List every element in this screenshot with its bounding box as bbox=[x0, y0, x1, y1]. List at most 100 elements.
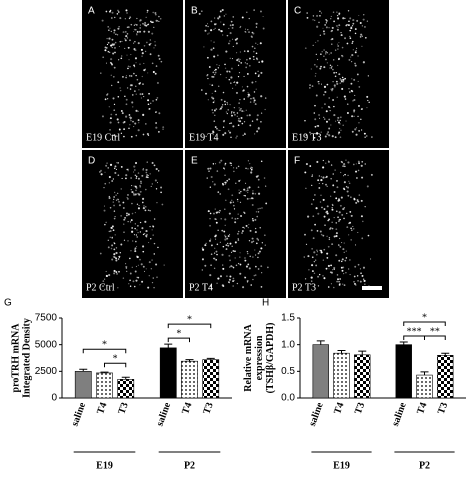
speckle bbox=[256, 118, 259, 121]
speckle bbox=[245, 182, 247, 184]
x-tick-label: T4 bbox=[180, 401, 194, 416]
speckle bbox=[105, 62, 107, 64]
speckle bbox=[145, 230, 148, 233]
speckle bbox=[162, 126, 165, 129]
speckle bbox=[149, 39, 151, 41]
speckle bbox=[207, 25, 209, 28]
speckle bbox=[125, 267, 128, 269]
y-axis-label-line: Relative mRNA bbox=[243, 323, 254, 391]
speckle bbox=[145, 233, 148, 236]
speckle bbox=[332, 173, 335, 175]
speckle bbox=[250, 197, 254, 200]
speckle bbox=[131, 94, 134, 96]
speckle bbox=[254, 274, 257, 276]
speckle bbox=[121, 55, 123, 57]
speckle bbox=[366, 95, 369, 98]
speckle bbox=[353, 115, 355, 117]
speckle bbox=[118, 204, 121, 207]
speckle bbox=[139, 27, 141, 29]
speckle bbox=[135, 279, 138, 282]
speckle bbox=[316, 254, 318, 256]
speckle bbox=[107, 29, 110, 32]
speckle bbox=[364, 26, 366, 28]
speckle bbox=[109, 206, 112, 209]
speckle bbox=[323, 85, 327, 88]
speckle bbox=[135, 234, 138, 236]
speckle bbox=[132, 192, 135, 195]
speckle bbox=[204, 264, 207, 267]
speckle bbox=[357, 169, 360, 172]
speckle bbox=[152, 100, 154, 102]
speckle bbox=[221, 104, 224, 106]
speckle bbox=[225, 111, 227, 113]
group-label: P2 bbox=[184, 460, 195, 471]
speckle bbox=[151, 32, 154, 35]
speckle bbox=[249, 57, 251, 60]
speckle bbox=[226, 237, 229, 240]
speckle bbox=[110, 226, 113, 229]
speckle bbox=[128, 283, 130, 285]
speckle bbox=[116, 118, 119, 121]
speckle bbox=[243, 212, 246, 214]
speckle bbox=[149, 210, 151, 212]
speckle bbox=[257, 268, 260, 270]
panel-letter: C bbox=[294, 6, 301, 17]
speckle bbox=[214, 114, 216, 116]
speckle bbox=[209, 186, 212, 188]
speckle bbox=[125, 177, 127, 180]
speckle bbox=[239, 120, 242, 123]
speckle bbox=[244, 195, 246, 197]
speckle bbox=[139, 284, 141, 286]
speckle bbox=[345, 120, 347, 122]
speckle bbox=[146, 24, 149, 26]
speckle bbox=[244, 132, 246, 134]
speckle bbox=[339, 136, 342, 139]
speckle bbox=[211, 244, 213, 247]
speckle bbox=[359, 36, 362, 38]
speckle bbox=[258, 61, 260, 63]
speckle bbox=[146, 161, 148, 163]
speckle bbox=[223, 181, 225, 183]
speckle bbox=[217, 17, 220, 20]
speckle bbox=[224, 181, 227, 184]
speckle bbox=[250, 241, 253, 244]
speckle bbox=[215, 250, 218, 253]
speckle bbox=[349, 221, 352, 224]
speckle bbox=[111, 236, 114, 239]
speckle bbox=[340, 266, 343, 269]
speckle bbox=[216, 54, 219, 57]
speckle bbox=[246, 197, 249, 200]
speckle bbox=[213, 29, 215, 31]
speckle bbox=[113, 66, 116, 69]
speckle bbox=[346, 103, 349, 106]
speckle bbox=[119, 40, 122, 43]
speckle bbox=[313, 136, 316, 139]
speckle bbox=[340, 260, 343, 263]
speckle bbox=[142, 265, 145, 268]
speckle bbox=[219, 30, 222, 32]
speckle bbox=[225, 275, 228, 278]
speckle bbox=[148, 108, 151, 110]
speckle bbox=[228, 278, 231, 281]
speckle bbox=[331, 135, 334, 138]
speckle bbox=[248, 114, 251, 117]
speckle bbox=[110, 58, 113, 61]
speckle bbox=[236, 37, 239, 40]
speckle bbox=[217, 191, 220, 193]
speckle bbox=[130, 118, 132, 120]
speckle bbox=[253, 99, 256, 102]
speckle bbox=[212, 181, 214, 183]
speckle bbox=[103, 209, 106, 212]
speckle bbox=[227, 188, 230, 191]
speckle bbox=[205, 135, 207, 138]
speckle bbox=[117, 287, 119, 289]
speckle bbox=[328, 127, 331, 130]
speckle bbox=[257, 239, 259, 241]
speckle bbox=[113, 191, 116, 194]
speckle bbox=[349, 211, 352, 213]
speckle bbox=[232, 38, 234, 40]
speckle bbox=[352, 100, 354, 102]
error-bar bbox=[358, 350, 367, 355]
panel-letter: D bbox=[88, 156, 95, 167]
speckle bbox=[358, 130, 360, 132]
